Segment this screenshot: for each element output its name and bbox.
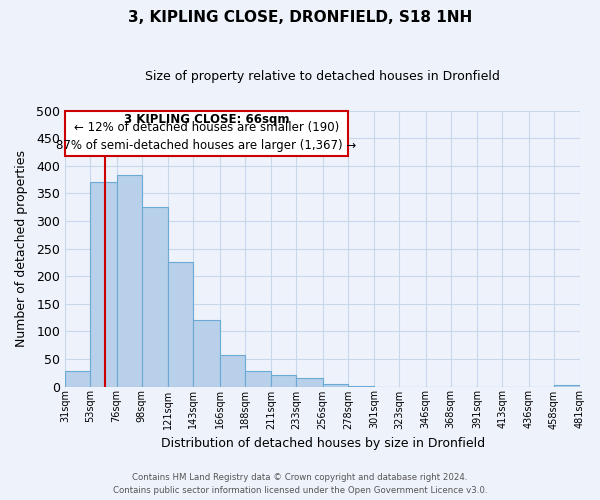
Bar bbox=[271, 376, 296, 386]
Bar bbox=[168, 262, 193, 386]
X-axis label: Distribution of detached houses by size in Dronfield: Distribution of detached houses by size … bbox=[161, 437, 485, 450]
Text: 3, KIPLING CLOSE, DRONFIELD, S18 1NH: 3, KIPLING CLOSE, DRONFIELD, S18 1NH bbox=[128, 10, 472, 25]
Bar bbox=[142, 207, 168, 386]
Bar bbox=[323, 384, 348, 386]
Y-axis label: Number of detached properties: Number of detached properties bbox=[15, 150, 28, 347]
Text: 87% of semi-detached houses are larger (1,367) →: 87% of semi-detached houses are larger (… bbox=[56, 138, 356, 151]
Bar bbox=[220, 354, 245, 386]
Bar bbox=[245, 371, 271, 386]
FancyBboxPatch shape bbox=[65, 110, 348, 156]
Bar bbox=[116, 175, 142, 386]
Bar bbox=[193, 320, 220, 386]
Text: Contains HM Land Registry data © Crown copyright and database right 2024.
Contai: Contains HM Land Registry data © Crown c… bbox=[113, 474, 487, 495]
Text: ← 12% of detached houses are smaller (190): ← 12% of detached houses are smaller (19… bbox=[74, 121, 339, 134]
Bar bbox=[296, 378, 323, 386]
Bar bbox=[65, 371, 91, 386]
Bar bbox=[91, 182, 116, 386]
Text: 3 KIPLING CLOSE: 66sqm: 3 KIPLING CLOSE: 66sqm bbox=[124, 114, 289, 126]
Title: Size of property relative to detached houses in Dronfield: Size of property relative to detached ho… bbox=[145, 70, 500, 83]
